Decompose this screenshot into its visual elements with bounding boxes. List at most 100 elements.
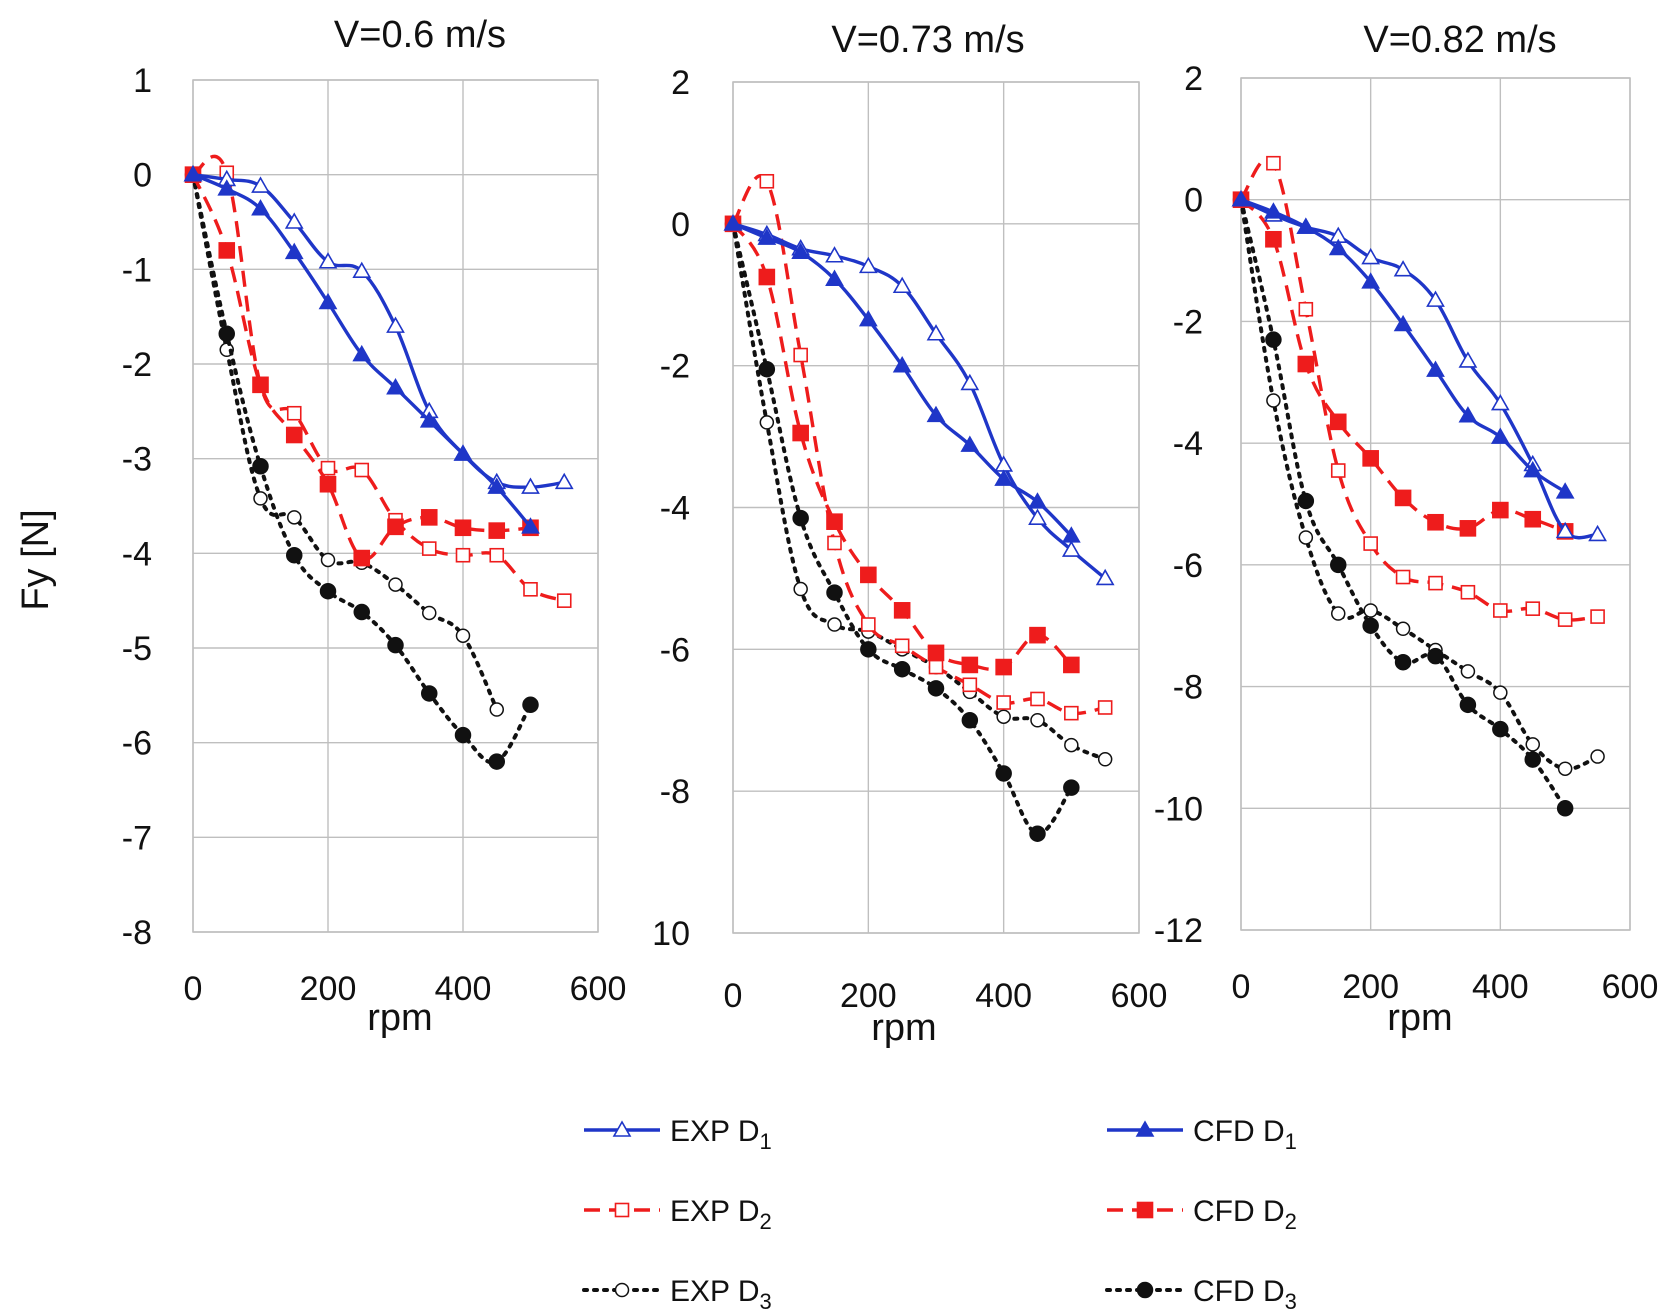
data-point-cfd-d2 — [1459, 520, 1477, 537]
x-tick-label: 400 — [1472, 968, 1529, 1006]
y-tick-label: 0 — [1184, 182, 1203, 220]
data-point-cfd-d1 — [1361, 272, 1381, 289]
chart-panel-1: 1 0 -1 -2 -3 -4 -5 -6 -7 -8 0 200 400 600 rpm V=0.6 m/s — [122, 14, 627, 1039]
y-tick-label: -2 — [1173, 303, 1203, 341]
data-point-cfd-d3 — [488, 753, 505, 770]
data-point-cfd-d1 — [1231, 190, 1251, 207]
data-point-exp-d1 — [1458, 351, 1478, 368]
legend-swatch-marker — [1136, 1201, 1154, 1219]
legend-item-cfd-d1: CFD D1 — [1107, 1115, 1297, 1154]
data-point-exp-d1 — [1490, 393, 1510, 411]
data-point-cfd-d3 — [1330, 556, 1347, 574]
data-point-cfd-d1 — [1028, 492, 1047, 509]
x-tick-label: 200 — [300, 970, 357, 1008]
legend-label: EXP D3 — [670, 1275, 772, 1311]
data-point-exp-d2 — [1493, 603, 1508, 618]
data-point-cfd-d2 — [285, 426, 303, 444]
data-point-cfd-d1 — [453, 444, 473, 461]
data-point-cfd-d1 — [723, 214, 743, 231]
y-tick-label: 0 — [671, 206, 690, 244]
x-axis-label: rpm — [367, 997, 432, 1039]
legend-label-subscript: 1 — [760, 1129, 772, 1154]
data-point-exp-d3 — [1298, 530, 1314, 545]
data-point-cfd-d3 — [792, 509, 809, 527]
data-point-cfd-d3 — [995, 765, 1012, 782]
series-line-exp-d3 — [1239, 197, 1600, 771]
data-point-cfd-d1 — [858, 309, 878, 327]
data-point-exp-d2 — [455, 547, 471, 563]
legend-item-exp-d1: EXP D1 — [584, 1115, 772, 1154]
legend-label: CFD D1 — [1193, 1115, 1297, 1154]
data-point-cfd-d2 — [961, 656, 979, 674]
x-tick-label: 0 — [1232, 968, 1251, 1006]
chart-title: V=0.6 m/s — [334, 14, 506, 56]
data-point-cfd-d1 — [1328, 238, 1348, 256]
data-point-exp-d1 — [318, 252, 338, 269]
data-point-exp-d1 — [554, 472, 574, 490]
data-point-cfd-d1 — [1264, 202, 1283, 219]
data-point-cfd-d3 — [1265, 331, 1282, 348]
data-point-exp-d2 — [1330, 463, 1346, 478]
data-point-cfd-d3 — [454, 726, 472, 744]
series-line-cfd-d3 — [1239, 197, 1568, 811]
y-tick-label: -8 — [1173, 669, 1203, 707]
series-cfd-d1 — [183, 165, 540, 534]
data-point-cfd-d3 — [353, 603, 370, 621]
data-point-exp-d3 — [1395, 621, 1411, 637]
data-point-exp-d2 — [421, 541, 437, 556]
data-point-exp-d1 — [1061, 540, 1081, 557]
data-point-cfd-d3 — [1029, 825, 1046, 842]
data-point-exp-d1 — [1028, 508, 1047, 525]
y-tick-label: 2 — [671, 64, 690, 102]
x-axis-label: rpm — [871, 1007, 936, 1049]
data-point-exp-d2 — [759, 173, 775, 189]
data-point-cfd-d2 — [995, 658, 1012, 676]
data-point-cfd-d3 — [421, 685, 438, 702]
y-tick-label: -4 — [122, 535, 152, 573]
data-point-exp-d3 — [455, 628, 471, 643]
y-tick-label: -8 — [660, 773, 690, 811]
data-point-exp-d2 — [320, 460, 336, 476]
data-point-exp-d2 — [1064, 705, 1079, 721]
data-point-exp-d2 — [1298, 301, 1314, 317]
data-point-exp-d1 — [521, 477, 540, 494]
data-point-cfd-d1 — [419, 411, 439, 428]
data-point-cfd-d3 — [387, 636, 404, 654]
data-point-cfd-d1 — [1490, 427, 1510, 444]
data-point-exp-d1 — [1095, 568, 1115, 586]
legend-item-cfd-d2: CFD D2 — [1107, 1195, 1297, 1234]
y-tick-label: -7 — [122, 819, 152, 857]
x-tick-label: 200 — [1342, 968, 1399, 1006]
y-tick-label: -8 — [122, 914, 152, 952]
data-point-cfd-d2 — [792, 424, 809, 442]
legend-item-cfd-d3: CFD D3 — [1105, 1275, 1297, 1311]
data-point-exp-d2 — [894, 638, 910, 654]
data-point-cfd-d1 — [487, 477, 507, 494]
data-point-exp-d3 — [1525, 737, 1540, 752]
data-point-exp-d3 — [1493, 685, 1508, 700]
legend-swatch-marker — [612, 1120, 632, 1137]
y-tick-label: -12 — [1154, 912, 1203, 950]
data-point-cfd-d3 — [252, 457, 269, 475]
y-tick-label: -5 — [122, 630, 152, 668]
legend-swatch-marker — [614, 1282, 630, 1298]
data-point-cfd-d1 — [994, 469, 1014, 486]
data-point-cfd-d1 — [217, 179, 237, 196]
data-point-cfd-d1 — [284, 242, 304, 260]
data-point-cfd-d3 — [1063, 779, 1080, 796]
data-point-exp-d3 — [1460, 664, 1476, 679]
legend-item-exp-d3: EXP D3 — [582, 1275, 772, 1311]
data-point-exp-d3 — [422, 605, 437, 621]
series-cfd-d2 — [724, 215, 1080, 676]
x-tick-label: 600 — [1602, 968, 1659, 1006]
data-point-cfd-d1 — [757, 228, 777, 245]
chart-panel-2: 2 0 -2 -4 -6 -8 10 0 200 400 600 rpm V=0.73 m/s — [652, 19, 1167, 1049]
data-point-cfd-d3 — [1394, 653, 1412, 671]
series-cfd-d2 — [1232, 191, 1574, 540]
x-tick-label: 600 — [1111, 977, 1168, 1015]
data-point-cfd-d2 — [1492, 501, 1509, 519]
y-tick-label: 1 — [133, 62, 152, 100]
chart-title: V=0.82 m/s — [1363, 19, 1556, 61]
data-point-exp-d2 — [1428, 575, 1443, 591]
